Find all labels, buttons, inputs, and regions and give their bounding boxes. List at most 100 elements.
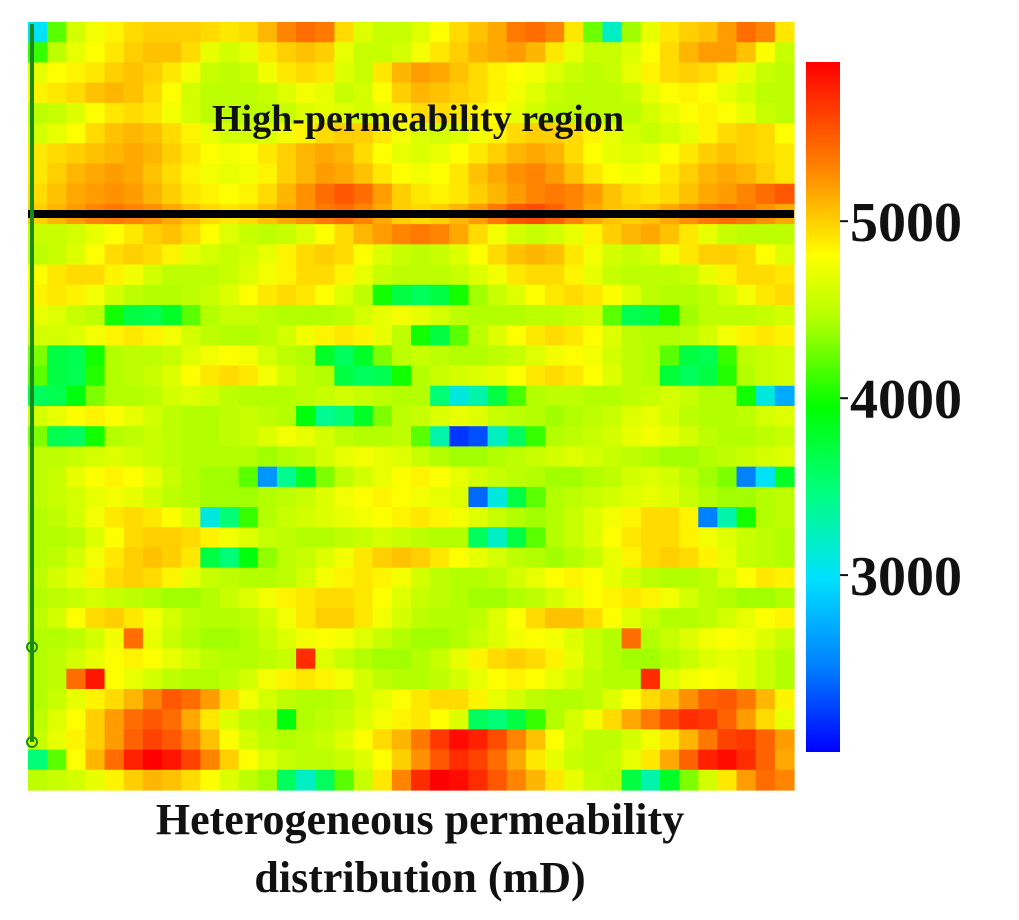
heatmap-cell <box>334 42 355 64</box>
heatmap-cell <box>506 769 527 791</box>
heatmap-cell <box>545 749 565 771</box>
heatmap-cell <box>679 587 699 609</box>
heatmap-cell <box>640 507 661 528</box>
heatmap-cell <box>583 567 604 589</box>
heatmap-cell <box>679 507 699 528</box>
heatmap-cell <box>315 587 335 609</box>
heatmap-cell <box>698 527 718 549</box>
heatmap-cell <box>583 709 604 730</box>
heatmap-cell <box>698 729 718 751</box>
heatmap-cell <box>411 769 431 791</box>
heatmap-cell <box>506 365 527 387</box>
heatmap-cell <box>142 82 163 104</box>
heatmap-cell <box>564 709 584 730</box>
heatmap-cell <box>123 446 144 468</box>
region-annotation: High-permeability region <box>212 98 624 140</box>
heatmap-cell <box>200 102 221 124</box>
heatmap-cell <box>142 143 163 165</box>
heatmap-cell <box>583 507 604 528</box>
heatmap-cell <box>468 163 489 185</box>
heatmap-cell <box>679 163 699 185</box>
heatmap-cell <box>411 507 431 528</box>
heatmap-cell <box>506 709 527 730</box>
heatmap-cell <box>430 466 450 488</box>
heatmap-cell <box>334 769 355 791</box>
heatmap-cell <box>123 567 144 589</box>
heatmap-cell <box>659 648 680 670</box>
heatmap-cell <box>564 527 584 549</box>
heatmap-cell <box>621 406 642 427</box>
heatmap-cell <box>564 325 584 346</box>
heatmap-cell <box>104 163 125 185</box>
heatmap-cell <box>219 304 240 326</box>
heatmap-cell <box>679 42 699 64</box>
heatmap-cell <box>717 123 738 144</box>
heatmap-cell <box>525 406 546 427</box>
heatmap-cell <box>583 284 604 306</box>
heatmap-cell <box>315 668 335 690</box>
heatmap-cell <box>353 365 374 387</box>
heatmap-cell <box>659 304 680 326</box>
heatmap-cell <box>219 527 240 549</box>
heatmap-cell <box>104 688 125 710</box>
heatmap-cell <box>123 123 144 144</box>
heatmap-cell <box>85 466 106 488</box>
heatmap-cell <box>334 62 355 84</box>
heatmap-cell <box>391 466 412 488</box>
heatmap-cell <box>257 668 278 690</box>
heatmap-cell <box>774 385 795 407</box>
heatmap-cell <box>602 304 623 326</box>
heatmap-cell <box>372 244 393 266</box>
heatmap-cell <box>142 102 163 124</box>
heatmap-cell <box>640 466 661 488</box>
heatmap-cell <box>736 648 757 670</box>
heatmap-cell <box>315 769 335 791</box>
heatmap-cell <box>353 385 374 407</box>
heatmap-cell <box>238 143 259 165</box>
heatmap-cell <box>142 163 163 185</box>
heatmap-cell <box>142 183 163 205</box>
heatmap-cell <box>123 264 144 286</box>
heatmap-cell <box>659 345 680 367</box>
heatmap-cell <box>238 163 259 185</box>
heatmap-cell <box>391 345 412 367</box>
heatmap-cell <box>123 527 144 549</box>
heatmap-cell <box>698 769 718 791</box>
heatmap-cell <box>449 709 470 730</box>
heatmap-cell <box>142 729 163 751</box>
heatmap-cell <box>774 42 795 64</box>
heatmap-cell <box>430 264 450 286</box>
heatmap-cell <box>181 628 201 650</box>
heatmap-cell <box>200 244 221 266</box>
heatmap-cell <box>774 648 795 670</box>
heatmap-cell <box>315 567 335 589</box>
heatmap-cell <box>545 102 565 124</box>
heatmap-cell <box>545 466 565 488</box>
heatmap-cell <box>640 123 661 144</box>
heatmap-cell <box>372 648 393 670</box>
heatmap-cell <box>545 304 565 326</box>
heatmap-cell <box>449 365 470 387</box>
heatmap-cell <box>353 345 374 367</box>
heatmap-cell <box>85 224 106 245</box>
heatmap-cell <box>717 102 738 124</box>
heatmap-cell <box>85 688 106 710</box>
heatmap-cell <box>123 325 144 346</box>
heatmap-cell <box>334 183 355 205</box>
heatmap-cell <box>506 82 527 104</box>
heatmap-cell <box>430 183 450 205</box>
heatmap-cell <box>506 426 527 448</box>
heatmap-cell <box>564 608 584 629</box>
heatmap-cell <box>698 62 718 84</box>
heatmap-cell <box>391 628 412 650</box>
heatmap-cell <box>219 547 240 569</box>
heatmap-cell <box>640 163 661 185</box>
heatmap-cell <box>755 22 776 43</box>
heatmap-cell <box>774 628 795 650</box>
heatmap-cell <box>755 244 776 266</box>
heatmap-cell <box>257 466 278 488</box>
heatmap-cell <box>219 446 240 468</box>
heatmap-cell <box>621 729 642 751</box>
heatmap-cell <box>162 688 182 710</box>
heatmap-cell <box>602 527 623 549</box>
